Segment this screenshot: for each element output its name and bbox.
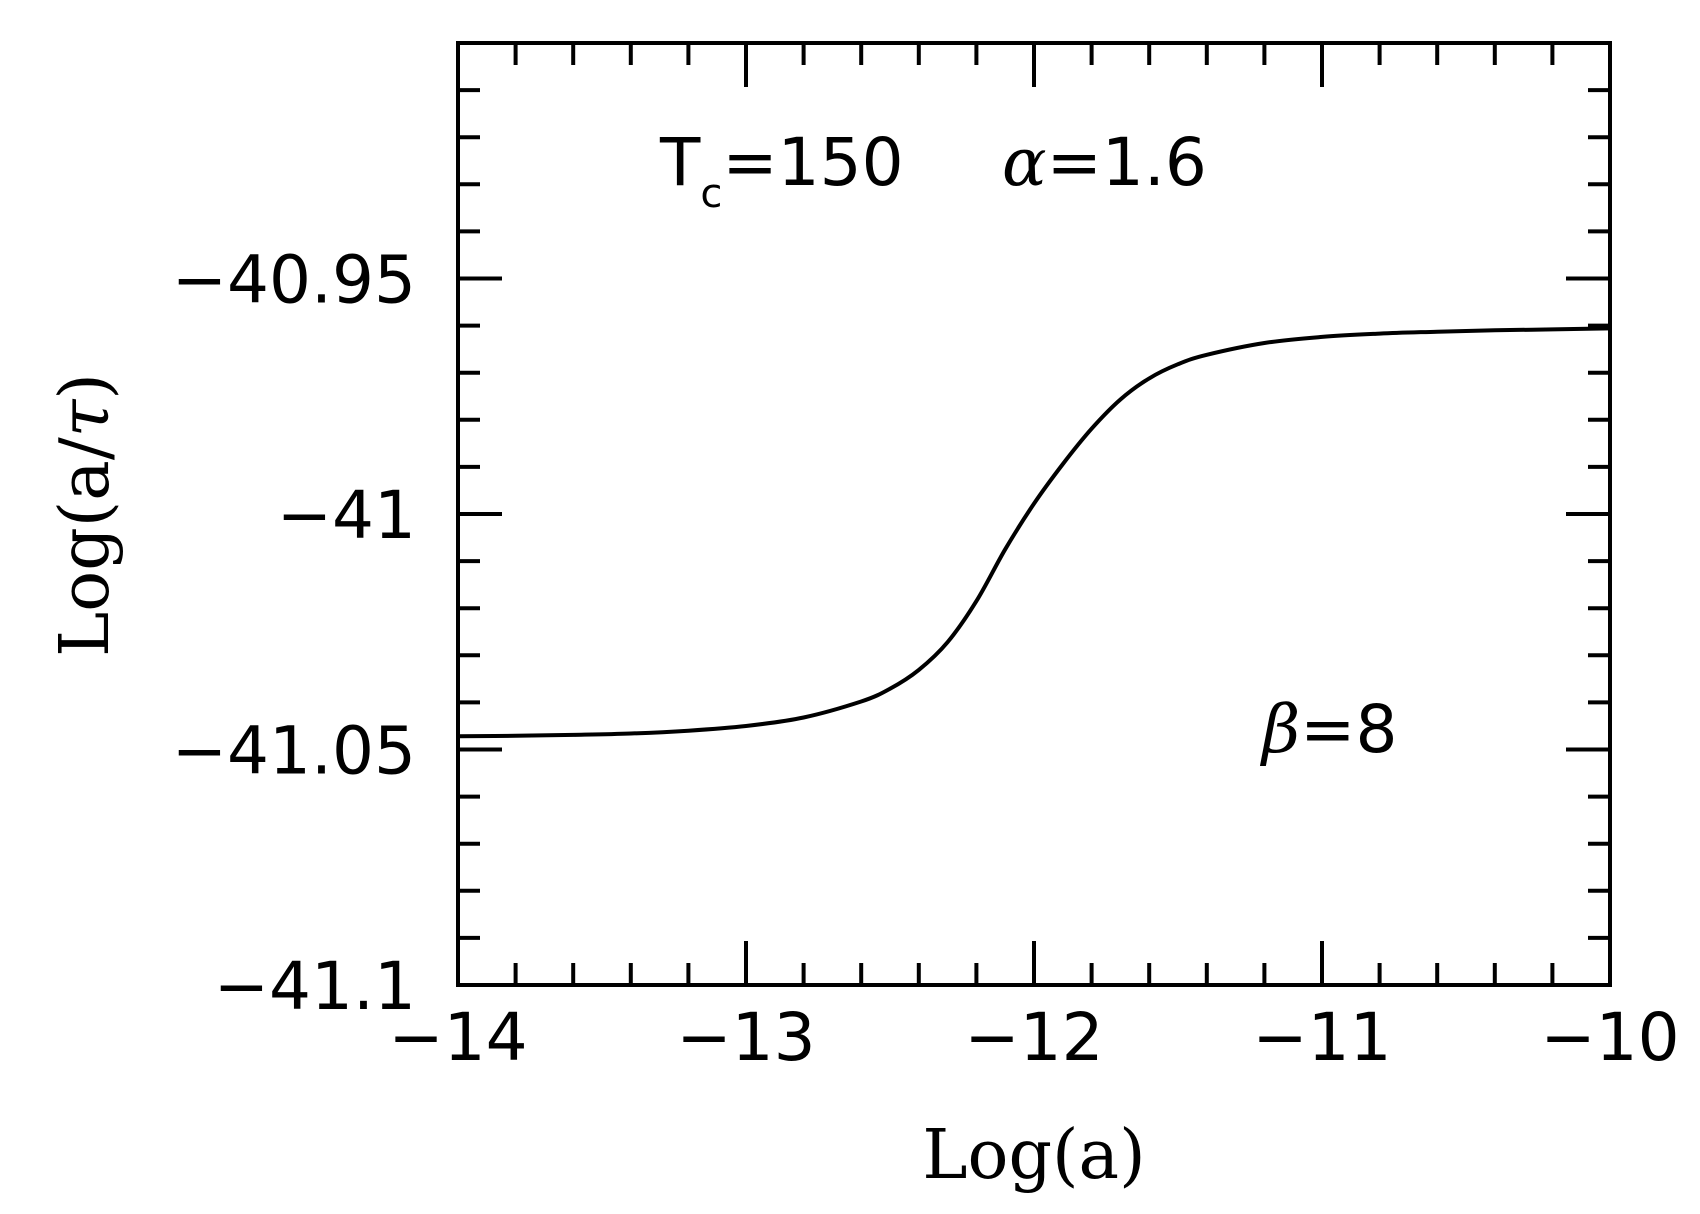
y-tick-label: −41.1 xyxy=(214,948,416,1025)
minor-ticks xyxy=(458,41,1610,985)
x-tick-label: −10 xyxy=(1540,999,1679,1076)
annotation-alpha: α=1.6 xyxy=(1002,124,1207,201)
annotation-beta-value: =8 xyxy=(1300,691,1397,768)
y-tick-labels: −41.1 −41.05 −41 −40.95 xyxy=(172,242,416,1026)
y-tick-label: −40.95 xyxy=(172,242,416,319)
annotation-alpha-symbol: α xyxy=(1002,124,1047,201)
series-line xyxy=(456,326,1612,739)
annotation-beta-symbol: β xyxy=(1259,691,1300,768)
x-tick-label: −12 xyxy=(964,999,1103,1076)
annotation-beta: β=8 xyxy=(1259,691,1397,768)
annotation-alpha-value: =1.6 xyxy=(1047,124,1207,201)
y-axis-title-prefix: Log(a/ xyxy=(46,437,125,657)
x-tick-labels: −14 −13 −12 −11 −10 xyxy=(388,999,1679,1076)
annotation-tc-symbol: T xyxy=(659,124,701,201)
x-axis-title: Log(a) xyxy=(922,1116,1145,1195)
y-axis-title-suffix: ) xyxy=(46,373,125,400)
y-axis-title: Log(a/τ) xyxy=(46,373,125,657)
annotation-tc: Tc=150 xyxy=(659,124,904,217)
x-tick-label: −11 xyxy=(1252,999,1391,1076)
annotation-tc-sub: c xyxy=(700,171,722,217)
plot-frame xyxy=(456,41,1612,987)
x-tick-label: −13 xyxy=(676,999,815,1076)
y-axis-title-tau: τ xyxy=(46,398,125,437)
y-tick-label: −41.05 xyxy=(172,713,416,790)
x-tick-label: −14 xyxy=(388,999,527,1076)
y-tick-label: −41 xyxy=(277,477,416,554)
annotation-tc-value: =150 xyxy=(722,124,903,201)
